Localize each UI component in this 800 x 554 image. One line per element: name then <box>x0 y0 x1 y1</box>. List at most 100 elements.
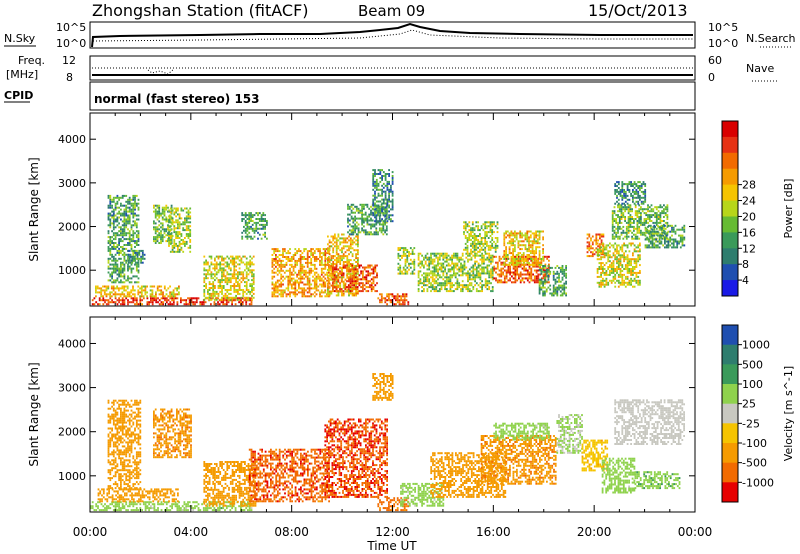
data-cell <box>287 259 290 262</box>
data-cell <box>161 222 164 225</box>
data-cell <box>327 249 329 252</box>
data-cell <box>481 268 483 271</box>
data-cell <box>516 267 519 270</box>
data-cell <box>241 303 244 306</box>
data-cell <box>130 247 133 250</box>
data-cell <box>479 276 482 279</box>
data-cell <box>156 236 159 239</box>
data-cell <box>449 288 452 291</box>
data-cell <box>219 285 222 287</box>
data-cell <box>242 255 245 258</box>
data-cell <box>228 263 230 266</box>
data-cell <box>482 229 485 232</box>
data-cell <box>559 286 562 289</box>
data-cell <box>246 227 249 230</box>
data-cell <box>522 263 525 266</box>
data-cell <box>136 253 139 256</box>
data-cell <box>548 273 550 276</box>
data-cell <box>208 289 211 291</box>
data-cell <box>438 284 441 287</box>
data-cell <box>333 286 336 289</box>
data-cell <box>435 274 438 277</box>
data-cell <box>518 277 520 280</box>
data-cell <box>596 252 599 255</box>
data-cell <box>472 266 475 269</box>
data-cell <box>137 271 140 274</box>
data-cell <box>538 284 541 287</box>
data-cell <box>438 268 441 271</box>
data-cell <box>628 258 631 261</box>
data-cell <box>135 218 138 221</box>
data-cell <box>120 214 122 217</box>
data-cell <box>494 237 497 239</box>
data-cell <box>609 264 611 267</box>
data-cell <box>630 258 632 261</box>
data-cell <box>312 263 314 266</box>
data-cell <box>417 262 420 265</box>
data-cell <box>463 262 466 265</box>
data-cell <box>219 261 222 264</box>
data-cell <box>535 281 538 284</box>
data-cell <box>132 253 135 256</box>
data-cell <box>105 289 108 292</box>
data-cell <box>303 287 306 290</box>
data-cell <box>158 289 161 292</box>
data-cell <box>348 268 350 271</box>
data-cell <box>212 263 215 266</box>
data-cell <box>424 262 427 265</box>
data-cell <box>404 254 407 257</box>
data-cell <box>146 285 148 288</box>
data-cell <box>313 285 316 288</box>
data-cell <box>545 274 548 277</box>
data-cell <box>537 275 540 278</box>
data-cell <box>386 173 389 175</box>
data-cell <box>435 280 438 283</box>
data-cell <box>177 209 179 212</box>
data-cell <box>245 292 248 295</box>
data-cell <box>380 229 383 232</box>
data-cell <box>226 294 229 297</box>
data-cell <box>602 281 604 284</box>
data-cell <box>123 212 126 215</box>
data-cell <box>370 282 373 285</box>
data-cell <box>607 254 610 257</box>
data-cell <box>496 240 499 243</box>
data-cell <box>112 285 115 288</box>
data-cell <box>235 296 237 299</box>
data-cell <box>154 242 157 244</box>
data-cell <box>477 235 479 237</box>
data-cell <box>118 297 120 300</box>
data-cell <box>299 265 302 268</box>
data-cell <box>171 223 174 226</box>
data-cell <box>549 272 552 275</box>
data-cell <box>463 268 466 271</box>
data-cell <box>282 295 284 298</box>
data-cell <box>242 292 245 295</box>
data-cell <box>552 290 555 293</box>
data-cell <box>544 275 547 278</box>
data-cell <box>475 276 478 279</box>
data-cell <box>503 238 506 241</box>
data-cell <box>123 273 126 276</box>
data-cell <box>626 260 629 263</box>
data-cell <box>135 240 138 243</box>
data-cell <box>521 259 523 262</box>
data-cell <box>444 286 446 289</box>
data-cell <box>260 216 263 218</box>
data-cell <box>251 287 253 289</box>
data-cell <box>463 248 465 251</box>
data-cell <box>447 270 450 273</box>
data-cell <box>324 254 327 256</box>
data-cell <box>526 248 529 251</box>
data-cell <box>370 284 373 287</box>
data-cell <box>614 242 617 245</box>
data-cell <box>125 253 128 256</box>
data-cell <box>496 223 499 226</box>
data-cell <box>382 233 385 236</box>
data-cell <box>289 258 291 260</box>
data-cell <box>596 242 599 245</box>
data-cell <box>160 291 163 294</box>
data-cell <box>552 286 555 289</box>
data-cell <box>530 275 533 278</box>
data-cell <box>137 244 140 246</box>
